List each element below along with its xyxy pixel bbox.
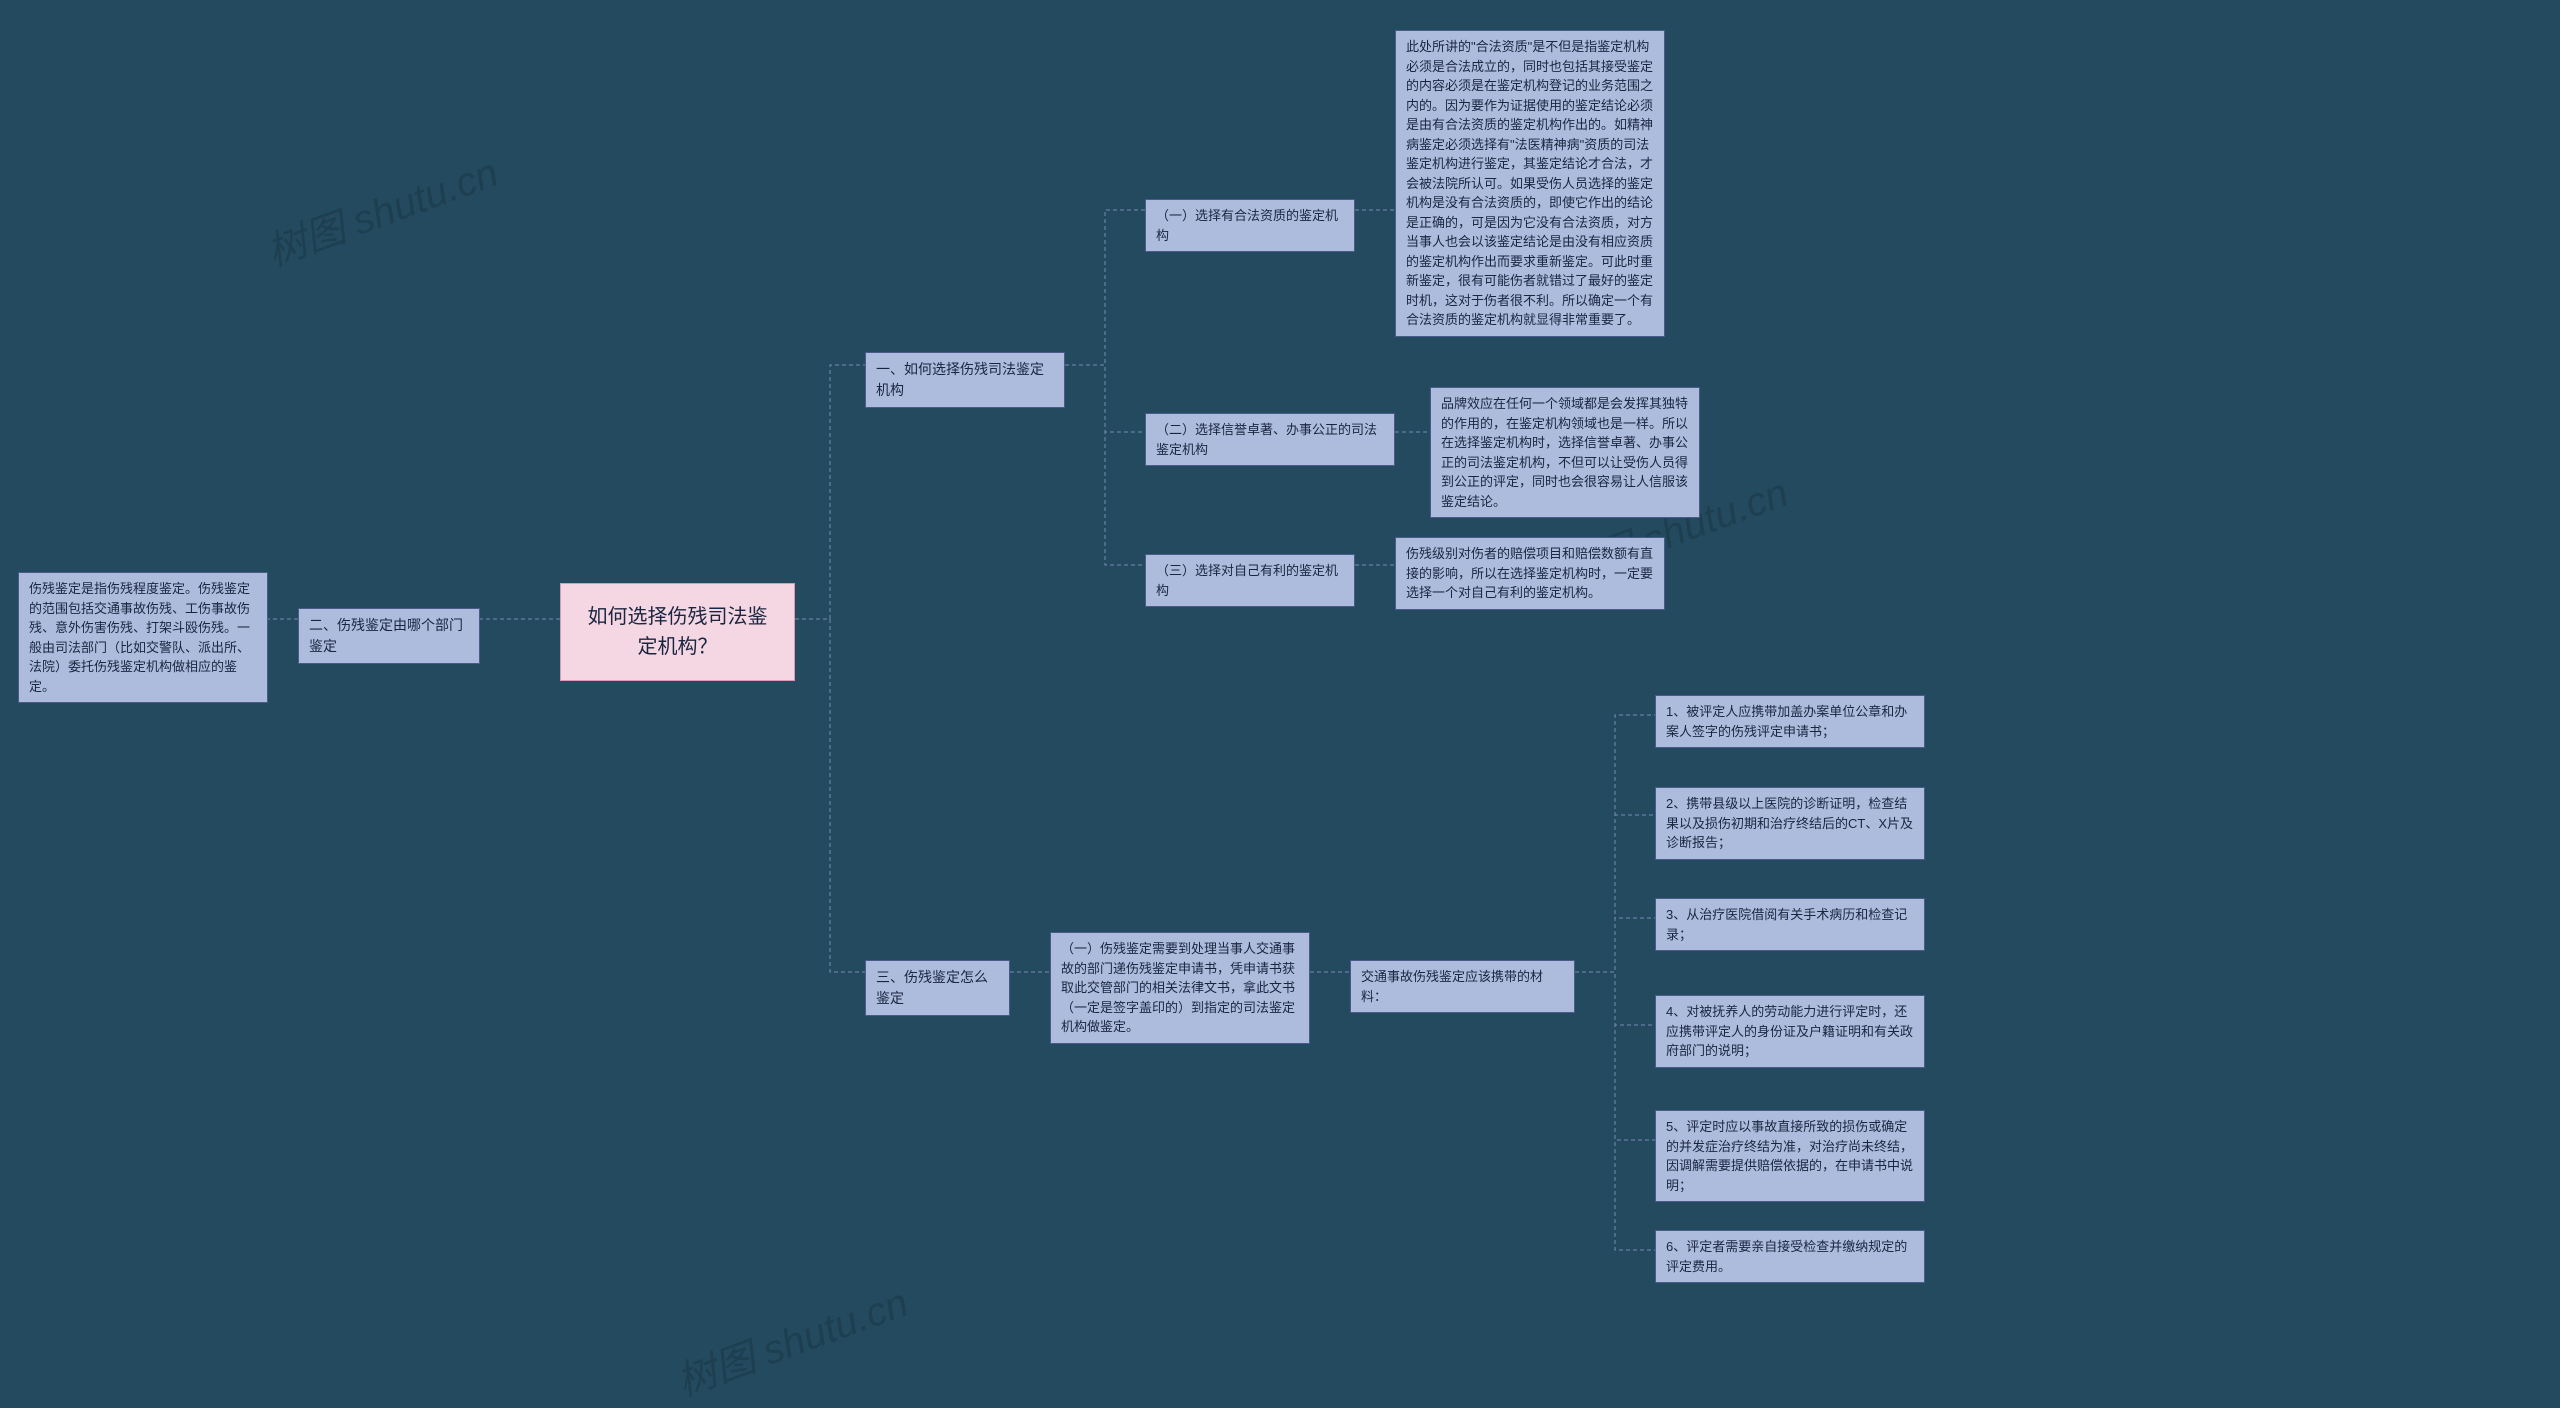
branch-3-materials: 交通事故伤残鉴定应该携带的材料： bbox=[1350, 960, 1575, 1013]
material-2: 2、携带县级以上医院的诊断证明，检查结果以及损伤初期和治疗终结后的CT、X片及诊… bbox=[1655, 787, 1925, 860]
branch-1-3-detail: 伤残级别对伤者的赔偿项目和赔偿数额有直接的影响，所以在选择鉴定机构时，一定要选择… bbox=[1395, 537, 1665, 610]
branch-1-label: 一、如何选择伤残司法鉴定机构 bbox=[876, 361, 1044, 398]
branch-3-1: （一）伤残鉴定需要到处理当事人交通事故的部门递伤残鉴定申请书，凭申请书获取此交管… bbox=[1050, 932, 1310, 1044]
branch-1-2-detail: 品牌效应在任何一个领域都是会发挥其独特的作用的，在鉴定机构领域也是一样。所以在选… bbox=[1430, 387, 1700, 518]
material-1: 1、被评定人应携带加盖办案单位公章和办案人签字的伤残评定申请书； bbox=[1655, 695, 1925, 748]
material-3: 3、从治疗医院借阅有关手术病历和检查记录； bbox=[1655, 898, 1925, 951]
branch-2-label: 二、伤残鉴定由哪个部门鉴定 bbox=[309, 617, 463, 654]
material-1-text: 1、被评定人应携带加盖办案单位公章和办案人签字的伤残评定申请书； bbox=[1666, 704, 1907, 739]
watermark: 树图 shutu.cn bbox=[667, 1270, 915, 1407]
root-node: 如何选择伤残司法鉴定机构？ bbox=[560, 583, 795, 681]
branch-3-materials-label: 交通事故伤残鉴定应该携带的材料： bbox=[1361, 969, 1543, 1004]
material-4: 4、对被抚养人的劳动能力进行评定时，还应携带评定人的身份证及户籍证明和有关政府部… bbox=[1655, 995, 1925, 1068]
branch-1-3-label: （三）选择对自己有利的鉴定机构 bbox=[1156, 563, 1338, 598]
branch-1-1-detail-text: 此处所讲的"合法资质"是不但是指鉴定机构必须是合法成立的，同时也包括其接受鉴定的… bbox=[1406, 39, 1653, 327]
branch-2-detail: 伤残鉴定是指伤残程度鉴定。伤残鉴定的范围包括交通事故伤残、工伤事故伤残、意外伤害… bbox=[18, 572, 268, 703]
branch-1-2-label: （二）选择信誉卓著、办事公正的司法鉴定机构 bbox=[1156, 422, 1377, 457]
branch-3: 三、伤残鉴定怎么鉴定 bbox=[865, 960, 1010, 1016]
branch-1: 一、如何选择伤残司法鉴定机构 bbox=[865, 352, 1065, 408]
branch-1-2: （二）选择信誉卓著、办事公正的司法鉴定机构 bbox=[1145, 413, 1395, 466]
material-2-text: 2、携带县级以上医院的诊断证明，检查结果以及损伤初期和治疗终结后的CT、X片及诊… bbox=[1666, 796, 1913, 850]
branch-1-3: （三）选择对自己有利的鉴定机构 bbox=[1145, 554, 1355, 607]
root-label: 如何选择伤残司法鉴定机构？ bbox=[588, 606, 768, 658]
branch-1-1-detail: 此处所讲的"合法资质"是不但是指鉴定机构必须是合法成立的，同时也包括其接受鉴定的… bbox=[1395, 30, 1665, 337]
material-5: 5、评定时应以事故直接所致的损伤或确定的并发症治疗终结为准，对治疗尚未终结，因调… bbox=[1655, 1110, 1925, 1202]
material-3-text: 3、从治疗医院借阅有关手术病历和检查记录； bbox=[1666, 907, 1907, 942]
material-4-text: 4、对被抚养人的劳动能力进行评定时，还应携带评定人的身份证及户籍证明和有关政府部… bbox=[1666, 1004, 1913, 1058]
branch-1-1-label: （一）选择有合法资质的鉴定机构 bbox=[1156, 208, 1338, 243]
branch-2: 二、伤残鉴定由哪个部门鉴定 bbox=[298, 608, 480, 664]
material-6-text: 6、评定者需要亲自接受检查并缴纳规定的评定费用。 bbox=[1666, 1239, 1907, 1274]
branch-3-1-text: （一）伤残鉴定需要到处理当事人交通事故的部门递伤残鉴定申请书，凭申请书获取此交管… bbox=[1061, 941, 1295, 1034]
branch-1-2-detail-text: 品牌效应在任何一个领域都是会发挥其独特的作用的，在鉴定机构领域也是一样。所以在选… bbox=[1441, 396, 1688, 509]
branch-1-1: （一）选择有合法资质的鉴定机构 bbox=[1145, 199, 1355, 252]
branch-2-detail-text: 伤残鉴定是指伤残程度鉴定。伤残鉴定的范围包括交通事故伤残、工伤事故伤残、意外伤害… bbox=[29, 581, 250, 694]
watermark: 树图 shutu.cn bbox=[257, 140, 505, 277]
material-6: 6、评定者需要亲自接受检查并缴纳规定的评定费用。 bbox=[1655, 1230, 1925, 1283]
branch-1-3-detail-text: 伤残级别对伤者的赔偿项目和赔偿数额有直接的影响，所以在选择鉴定机构时，一定要选择… bbox=[1406, 546, 1653, 600]
branch-3-label: 三、伤残鉴定怎么鉴定 bbox=[876, 969, 988, 1006]
material-5-text: 5、评定时应以事故直接所致的损伤或确定的并发症治疗终结为准，对治疗尚未终结，因调… bbox=[1666, 1119, 1913, 1193]
